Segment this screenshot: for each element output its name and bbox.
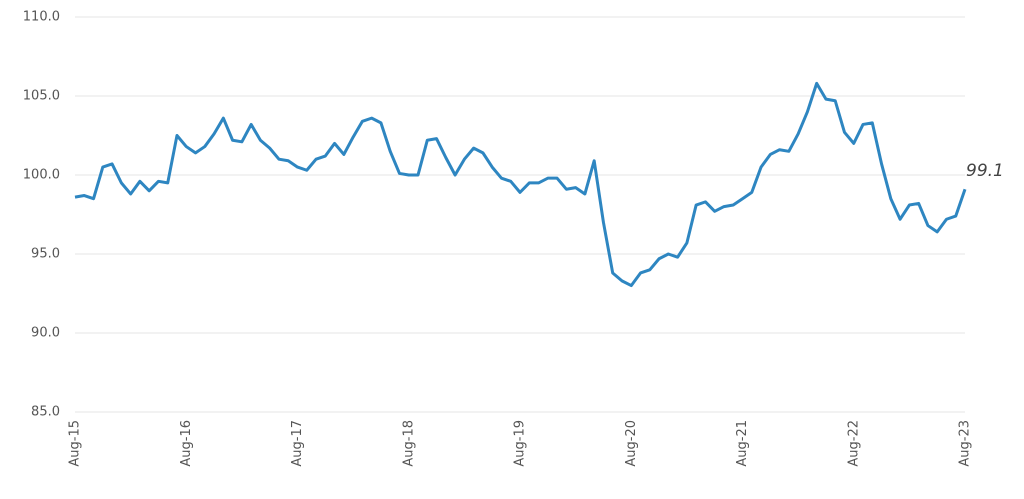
x-tick-label: Aug-20 [624, 420, 639, 467]
y-tick-label: 85.0 [31, 405, 60, 420]
y-tick-label: 110.0 [23, 10, 60, 25]
y-tick-label: 90.0 [31, 326, 60, 341]
data-label: 99.1 [966, 161, 1004, 181]
x-tick-label: Aug-21 [735, 420, 750, 467]
x-tick-label: Aug-19 [513, 420, 528, 467]
y-tick-label: 105.0 [23, 89, 60, 104]
y-tick-label: 95.0 [31, 247, 60, 262]
y-tick-label: 100.0 [23, 168, 60, 183]
x-tick-label: Aug-17 [290, 420, 305, 467]
x-tick-label: Aug-16 [179, 420, 194, 467]
line [74, 81, 967, 288]
x-tick-label: Aug-15 [68, 420, 83, 467]
x-tick-label: Aug-23 [958, 420, 973, 467]
x-tick-label: Aug-18 [401, 420, 416, 467]
x-tick-label: Aug-22 [846, 420, 861, 467]
